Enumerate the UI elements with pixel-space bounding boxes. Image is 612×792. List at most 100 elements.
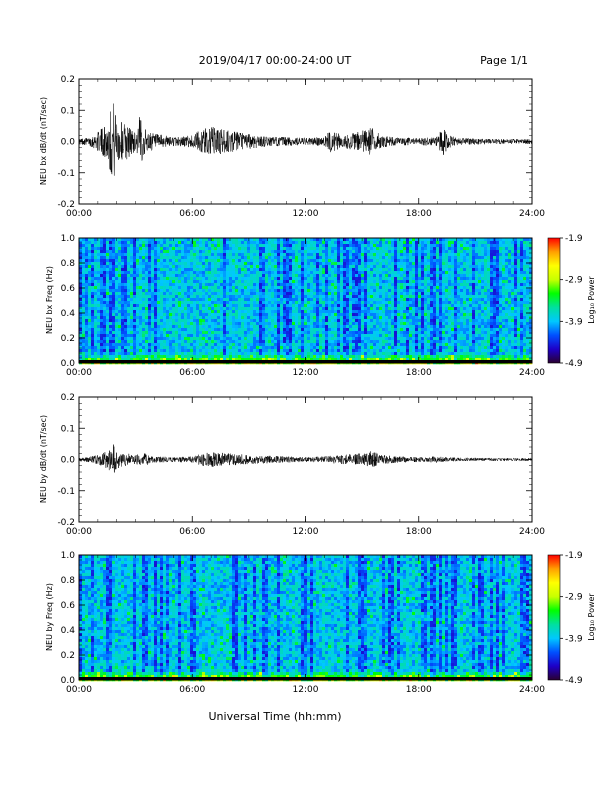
spectrogram-cell [244, 253, 248, 257]
spectrogram-cell [262, 349, 266, 353]
spectrogram-cell [232, 247, 236, 251]
spectrogram-cell [115, 301, 119, 305]
spectrogram-cell [160, 250, 164, 254]
spectrogram-cell [385, 319, 389, 323]
spectrogram-cell [178, 352, 182, 356]
spectrogram-cell [310, 295, 314, 299]
spectrogram-cell [187, 289, 191, 293]
spectrogram-cell [316, 244, 320, 248]
spectrogram-cell [112, 271, 116, 275]
spectrogram-cell [391, 343, 395, 347]
spectrogram-cell [223, 352, 227, 356]
spectrogram-cell [370, 250, 374, 254]
spectrogram-cell [262, 256, 266, 260]
spectrogram-cell [415, 253, 419, 257]
spectrogram-cell [241, 355, 245, 359]
spectrogram-cell [370, 358, 374, 362]
spectrogram-cell [379, 331, 383, 335]
spectrogram-cell [136, 334, 140, 338]
spectrogram-cell [178, 283, 182, 287]
spectrogram-cell [112, 355, 116, 359]
spectrogram-cell [265, 298, 269, 302]
spectrogram-cell [268, 253, 272, 257]
spectrogram-cell [268, 316, 272, 320]
spectrogram-cell [130, 358, 134, 362]
spectrogram-cell [223, 334, 227, 338]
spectrogram-cell [112, 334, 116, 338]
spectrogram-cell [220, 292, 224, 296]
spectrogram-cell [109, 307, 113, 311]
spectrogram-cell [244, 292, 248, 296]
spectrogram-cell [244, 319, 248, 323]
spectrogram-cell [91, 262, 95, 266]
spectrogram-cell [217, 349, 221, 353]
spectrogram-cell [145, 346, 149, 350]
spectrogram-cell [358, 277, 362, 281]
spectrogram-cell [412, 286, 416, 290]
spectrogram-cell [247, 259, 251, 263]
spectrogram-cell [118, 301, 122, 305]
spectrogram-cell [343, 304, 347, 308]
spectrogram-cell [226, 262, 230, 266]
spectrogram-cell [265, 292, 269, 296]
spectrogram-cell [100, 346, 104, 350]
spectrogram-cell [352, 274, 356, 278]
spectrogram-cell [190, 277, 194, 281]
spectrogram-cell [208, 292, 212, 296]
spectrogram-cell [259, 241, 263, 245]
spectrogram-cell [193, 271, 197, 275]
spectrogram-cell [244, 355, 248, 359]
spectrogram-cell [214, 241, 218, 245]
spectrogram-cell [268, 352, 272, 356]
spectrogram-cell [412, 277, 416, 281]
spectrogram-cell [115, 316, 119, 320]
spectrogram-cell [409, 283, 413, 287]
spectrogram-cell [379, 274, 383, 278]
spectrogram-cell [322, 250, 326, 254]
spectrogram-cell [385, 256, 389, 260]
spectrogram-cell [94, 238, 98, 242]
spectrogram-cell [292, 349, 296, 353]
spectrogram-cell [109, 319, 113, 323]
spectrogram-cell [220, 322, 224, 326]
spectrogram-cell [301, 280, 305, 284]
spectrogram-cell [100, 274, 104, 278]
spectrogram-cell [100, 271, 104, 275]
spectrogram-cell [190, 247, 194, 251]
spectrogram-cell [271, 247, 275, 251]
spectrogram-cell [388, 286, 392, 290]
spectrogram-cell [163, 343, 167, 347]
spectrogram-cell [283, 274, 287, 278]
spectrogram-cell [340, 283, 344, 287]
spectrogram-cell [169, 349, 173, 353]
spectrogram-cell [91, 277, 95, 281]
spectrogram-cell [307, 253, 311, 257]
spectrogram-cell [313, 238, 317, 242]
spectrogram-cell [286, 316, 290, 320]
spectrogram-cell [373, 253, 377, 257]
spectrogram-cell [256, 355, 260, 359]
spectrogram-cell [205, 331, 209, 335]
spectrogram-cell [85, 355, 89, 359]
spectrogram-cell [151, 331, 155, 335]
spectrogram-cell [127, 238, 131, 242]
spectrogram-cell [379, 289, 383, 293]
spectrogram-cell [370, 247, 374, 251]
spectrogram-cell [409, 256, 413, 260]
spectrogram-cell [82, 295, 86, 299]
spectrogram-cell [412, 346, 416, 350]
spectrogram-cell [85, 298, 89, 302]
spectrogram-cell [166, 247, 170, 251]
spectrogram-cell [256, 247, 260, 251]
spectrogram-cell [421, 343, 425, 347]
spectrogram-cell [337, 238, 341, 242]
spectrogram-cell [166, 262, 170, 266]
spectrogram-cell [142, 277, 146, 281]
spectrogram-cell [361, 301, 365, 305]
spectrogram-cell [301, 358, 305, 362]
spectrogram-cell [169, 334, 173, 338]
spectrogram-cell [127, 265, 131, 269]
spectrogram-cell [304, 349, 308, 353]
spectrogram-cell [382, 277, 386, 281]
spectrogram-cell [283, 340, 287, 344]
